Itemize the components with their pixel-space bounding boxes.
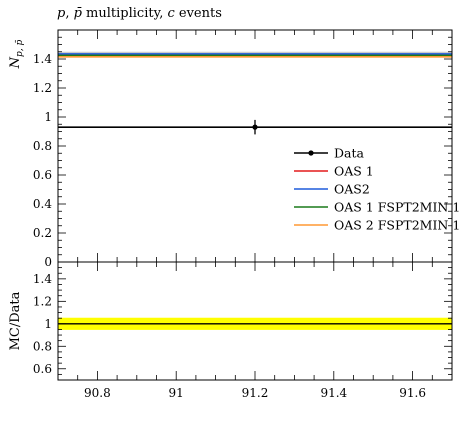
legend-label-4: OAS 2 FSPT2MIN 1 — [334, 218, 460, 233]
main-ticks-layer: 0 0.2 0.4 0.6 0.8 1 1.2 1.4 — [33, 29, 453, 269]
legend-label-3: OAS 1 FSPT2MIN 1 — [334, 200, 460, 215]
data-series-layer — [58, 119, 452, 135]
ylabel-base: N — [8, 56, 23, 69]
ylabel-sub: p, p̄ — [15, 39, 25, 57]
main-ytick-label-7: 1.4 — [33, 52, 52, 66]
ratio-ytick-label-3: 1.2 — [33, 294, 52, 308]
ratio-xtick-label-0: 90.8 — [84, 386, 111, 400]
ratio-band-layer — [58, 317, 452, 330]
legend-label-2: OAS2 — [334, 182, 370, 197]
ratio-frame — [57, 261, 453, 381]
ratio-ytick-label-2: 1 — [44, 317, 52, 331]
legend-label-1: OAS 1 — [334, 164, 374, 179]
legend-data-marker — [308, 150, 314, 156]
main-ytick-label-4: 0.8 — [33, 139, 52, 153]
ratio-xtick-label-1: 91 — [169, 386, 184, 400]
ratio-xtick-label-4: 91.6 — [399, 386, 426, 400]
main-ytick-label-2: 0.4 — [33, 197, 52, 211]
mc-series-layer — [58, 53, 452, 58]
main-ytick-label-1: 0.2 — [33, 226, 52, 240]
ratio-xtick-label-2: 91.2 — [242, 386, 269, 400]
ratio-panel: 0.6 0.8 1 1.2 1.4 90.8 91 91.2 91.4 91.6 — [33, 261, 453, 400]
ratio-ylabel: MC/Data — [8, 291, 23, 350]
title-part-end: events — [175, 6, 222, 21]
main-panel: 0 0.2 0.4 0.6 0.8 1 1.2 1.4 — [33, 29, 453, 269]
data-point-0 — [252, 124, 258, 130]
main-ytick-label-0: 0 — [44, 255, 52, 269]
legend: Data OAS 1 OAS2 OAS 1 FSPT2MIN 1 OAS 2 FSPT2… — [294, 146, 460, 233]
title-part-sep: , — [65, 6, 73, 21]
ratio-xtick-label-3: 91.4 — [320, 386, 347, 400]
ratio-ticks-layer: 0.6 0.8 1 1.2 1.4 90.8 91 91.2 91.4 91.6 — [33, 261, 453, 400]
ratio-ytick-label-4: 1.4 — [33, 272, 52, 286]
legend-label-0: Data — [334, 146, 364, 161]
main-ytick-label-3: 0.6 — [33, 168, 52, 182]
title-part-mid: multiplicity, — [82, 6, 168, 21]
ratio-ytick-label-0: 0.6 — [33, 362, 52, 376]
title-part-pbar: p̄ — [74, 6, 83, 21]
main-ylabel: Np, p̄ — [8, 39, 25, 69]
main-ytick-label-6: 1.2 — [33, 81, 52, 95]
title-part-c: c — [167, 6, 175, 21]
main-ytick-label-5: 1 — [44, 110, 52, 124]
title-part-p: p — [57, 6, 66, 21]
ratio-ytick-label-1: 0.8 — [33, 339, 52, 353]
chart-title: p, p̄ multiplicity, c events — [57, 6, 222, 21]
